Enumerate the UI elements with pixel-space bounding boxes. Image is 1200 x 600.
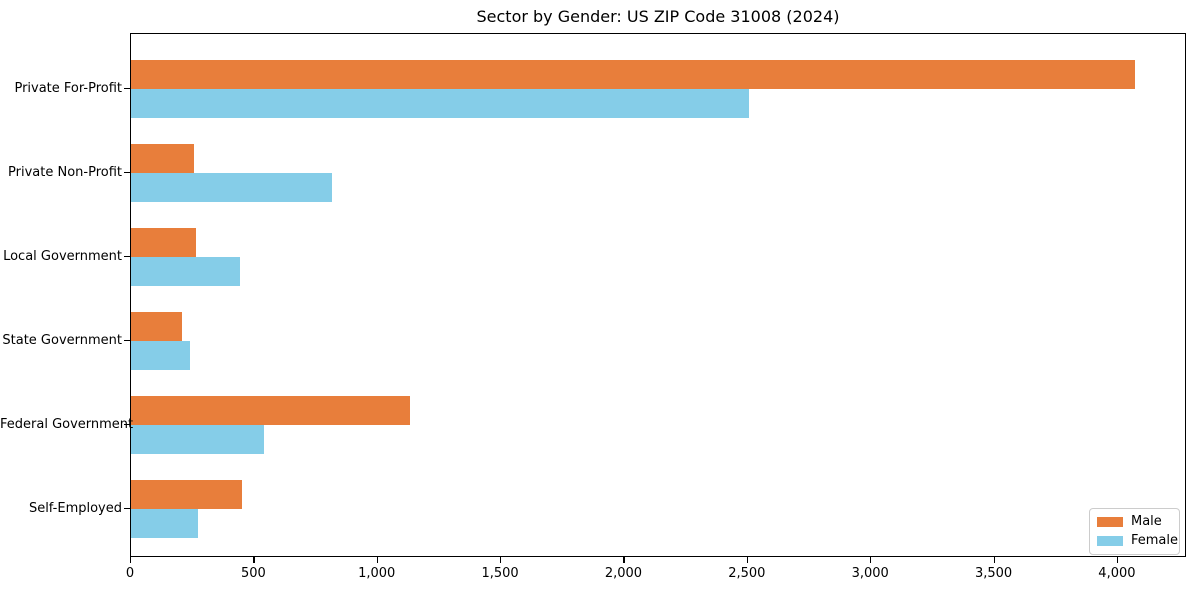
legend-swatch-male <box>1097 517 1123 527</box>
x-tick-label: 3,500 <box>974 566 1013 581</box>
x-tick-mark <box>870 557 872 563</box>
y-tick-label: Private Non-Profit <box>8 165 122 180</box>
y-tick-mark <box>124 424 130 426</box>
x-tick-label: 500 <box>240 566 266 581</box>
y-tick-mark <box>124 340 130 342</box>
bar-female-local-government <box>131 257 240 286</box>
x-tick-label: 3,000 <box>851 566 889 581</box>
legend: Male Female <box>1089 508 1180 555</box>
y-tick-mark <box>124 508 130 510</box>
y-tick-label: Local Government <box>3 249 122 264</box>
legend-item-male: Male <box>1097 515 1172 529</box>
x-tick-label: 4,000 <box>1098 566 1136 581</box>
legend-item-female: Female <box>1097 534 1178 548</box>
x-tick-mark <box>253 557 255 563</box>
y-tick-label: Self-Employed <box>28 501 122 516</box>
y-tick-mark <box>124 88 130 90</box>
bar-female-private-for-profit <box>131 89 750 118</box>
bar-male-federal-government <box>131 396 410 425</box>
bar-female-self-employed <box>131 509 198 538</box>
legend-label-female: Female <box>1131 533 1179 548</box>
x-tick-mark <box>130 557 132 563</box>
y-tick-mark <box>124 172 130 174</box>
bar-male-private-for-profit <box>131 60 1136 89</box>
bar-female-private-non-profit <box>131 173 333 202</box>
chart-title: Sector by Gender: US ZIP Code 31008 (202… <box>476 7 840 26</box>
x-tick-label: 2,000 <box>604 566 643 581</box>
x-tick-mark <box>500 557 502 563</box>
x-tick-mark <box>993 557 995 563</box>
legend-swatch-female <box>1097 536 1123 546</box>
legend-label-male: Male <box>1131 514 1162 529</box>
x-tick-mark <box>746 557 749 563</box>
bar-male-local-government <box>131 228 197 257</box>
x-tick-mark <box>376 557 379 563</box>
y-tick-label: Federal Government <box>0 417 134 432</box>
x-tick-label: 1,000 <box>358 566 396 581</box>
y-tick-label: State Government <box>2 333 122 348</box>
x-tick-mark <box>1116 557 1119 563</box>
x-tick-label: 2,500 <box>728 566 766 581</box>
x-tick-label: 1,500 <box>481 566 519 581</box>
y-tick-mark <box>124 256 130 258</box>
bar-male-private-non-profit <box>131 144 194 173</box>
bar-female-state-government <box>131 341 191 370</box>
bar-female-federal-government <box>131 425 265 454</box>
x-tick-mark <box>623 557 625 563</box>
bar-male-state-government <box>131 312 182 341</box>
x-tick-label: 0 <box>125 566 135 581</box>
plot-area <box>130 33 1186 557</box>
y-tick-label: Private For-Profit <box>14 81 122 96</box>
bar-male-self-employed <box>131 480 242 509</box>
